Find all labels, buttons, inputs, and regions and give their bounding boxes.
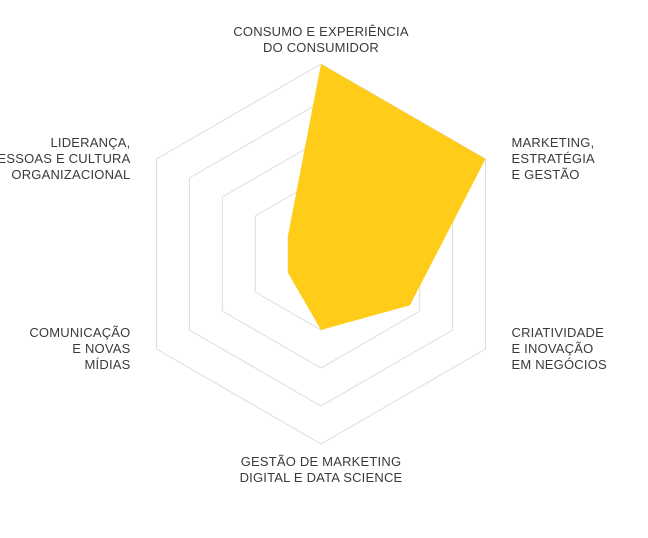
axis-label-5: COMUNICAÇÃO E NOVAS MÍDIAS — [29, 325, 130, 372]
axis-label-line: MÍDIAS — [85, 357, 131, 372]
axis-label-line: E GESTÃO — [512, 167, 580, 182]
axis-label-line: ORGANIZACIONAL — [11, 167, 130, 182]
axis-label-line: CRIATIVIDADE — [512, 325, 605, 340]
axis-label-line: EM NEGÓCIOS — [512, 357, 608, 372]
axis-label-line: COMUNICAÇÃO — [29, 325, 130, 340]
axis-labels: CONSUMO E EXPERIÊNCIA DO CONSUMIDOR MARKET… — [0, 24, 607, 485]
axis-label-line: CONSUMO E EXPERIÊNCIA — [233, 24, 409, 39]
axis-label-3: CRIATIVIDADE E INOVAÇÃO EM NEGÓCIOS — [512, 325, 608, 372]
axis-label-line: ESTRATÉGIA — [512, 151, 596, 166]
axis-label-line: E NOVAS — [72, 341, 130, 356]
axis-label-line: GESTÃO DE MARKETING — [241, 454, 402, 469]
axis-label-1: CONSUMO E EXPERIÊNCIA DO CONSUMIDOR — [233, 24, 409, 55]
axis-label-4: GESTÃO DE MARKETING DIGITAL E DATA SCIENC… — [240, 454, 403, 485]
axis-label-line: DIGITAL E DATA SCIENCE — [240, 470, 403, 485]
axis-label-2: MARKETING, ESTRATÉGIA E GESTÃO — [512, 135, 596, 182]
axis-label-6: LIDERANÇA, PESSOAS E CULTURA ORGANIZACIONA… — [0, 135, 131, 182]
axis-label-line: PESSOAS E CULTURA — [0, 151, 131, 166]
axis-label-line: DO CONSUMIDOR — [263, 40, 379, 55]
axis-label-line: MARKETING, — [512, 135, 595, 150]
radar-area — [288, 64, 486, 330]
axis-label-line: LIDERANÇA, — [50, 135, 130, 150]
axis-label-line: E INOVAÇÃO — [512, 341, 594, 356]
radar-area-group — [288, 64, 486, 330]
